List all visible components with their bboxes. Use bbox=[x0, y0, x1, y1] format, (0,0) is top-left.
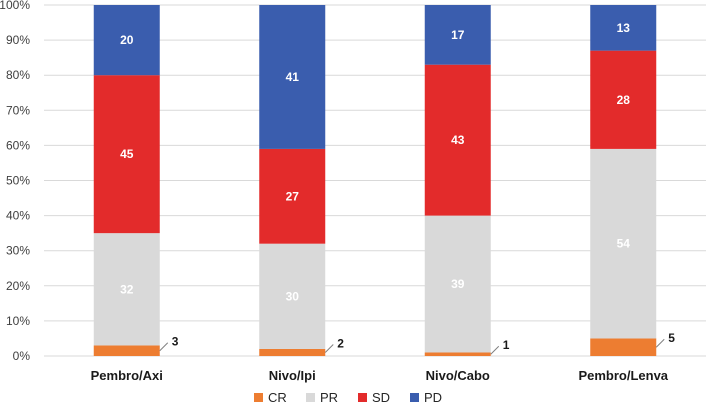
y-tick-label: 80% bbox=[6, 68, 30, 82]
bar-segment-sd bbox=[259, 148, 326, 244]
data-label-sd: 27 bbox=[286, 189, 300, 203]
bar-segment-cr bbox=[424, 352, 491, 356]
bar-segment-pr bbox=[93, 233, 160, 346]
bar-segment-sd bbox=[424, 64, 491, 216]
legend-label-pd: PD bbox=[424, 390, 442, 405]
bar-segment-pd bbox=[590, 5, 657, 51]
data-label-pr: 54 bbox=[617, 237, 631, 251]
data-label-pd: 20 bbox=[120, 33, 134, 47]
data-label-leader bbox=[490, 345, 500, 355]
legend-swatch-cr bbox=[254, 393, 263, 402]
data-label-pd: 41 bbox=[286, 70, 300, 84]
x-category-label: Nivo/Cabo bbox=[426, 368, 490, 383]
bar-segment-sd bbox=[590, 50, 657, 149]
bar-segment-cr bbox=[93, 345, 160, 356]
data-label-cr: 3 bbox=[172, 335, 179, 349]
y-tick-label: 90% bbox=[6, 33, 30, 47]
legend-label-pr: PR bbox=[320, 390, 338, 405]
bar-segment-sd bbox=[93, 75, 160, 234]
data-label-pd: 17 bbox=[451, 28, 465, 42]
y-tick-label: 10% bbox=[6, 314, 30, 328]
data-label-leader bbox=[159, 342, 169, 352]
legend-label-cr: CR bbox=[268, 390, 287, 405]
legend-swatch-sd bbox=[358, 393, 367, 402]
data-label-pr: 39 bbox=[451, 277, 465, 291]
bar-segment-pr bbox=[424, 215, 491, 353]
x-category-label: Pembro/Lenva bbox=[578, 368, 668, 383]
y-tick-label: 100% bbox=[0, 0, 30, 12]
data-label-pr: 30 bbox=[286, 289, 300, 303]
bar-segment-pd bbox=[424, 5, 491, 65]
data-label-sd: 28 bbox=[617, 93, 631, 107]
x-category-label: Pembro/Axi bbox=[91, 368, 163, 383]
y-tick-label: 0% bbox=[13, 349, 31, 363]
bar-segment-pr bbox=[590, 148, 657, 339]
data-label-cr: 5 bbox=[668, 331, 675, 345]
bar-segment-pd bbox=[259, 5, 326, 149]
y-tick-label: 40% bbox=[6, 209, 30, 223]
y-tick-label: 20% bbox=[6, 279, 30, 293]
data-label-cr: 2 bbox=[337, 336, 344, 350]
data-label-leader bbox=[655, 338, 665, 348]
y-tick-label: 60% bbox=[6, 138, 30, 152]
y-tick-label: 50% bbox=[6, 174, 30, 188]
bar-segment-pd bbox=[93, 5, 160, 76]
y-tick-label: 70% bbox=[6, 103, 30, 117]
y-tick-label: 30% bbox=[6, 244, 30, 258]
bar-segment-cr bbox=[259, 348, 326, 356]
data-label-cr: 1 bbox=[503, 338, 510, 352]
x-category-label: Nivo/Ipi bbox=[269, 368, 316, 383]
legend-label-sd: SD bbox=[372, 390, 390, 405]
data-label-leader bbox=[324, 344, 334, 353]
data-label-sd: 45 bbox=[120, 147, 134, 161]
data-label-sd: 43 bbox=[451, 133, 465, 147]
bar-segment-pr bbox=[259, 243, 326, 349]
legend-swatch-pr bbox=[306, 393, 315, 402]
bar-segment-cr bbox=[590, 338, 657, 356]
data-label-pd: 13 bbox=[617, 21, 631, 35]
legend-swatch-pd bbox=[410, 393, 419, 402]
data-label-pr: 32 bbox=[120, 282, 134, 296]
